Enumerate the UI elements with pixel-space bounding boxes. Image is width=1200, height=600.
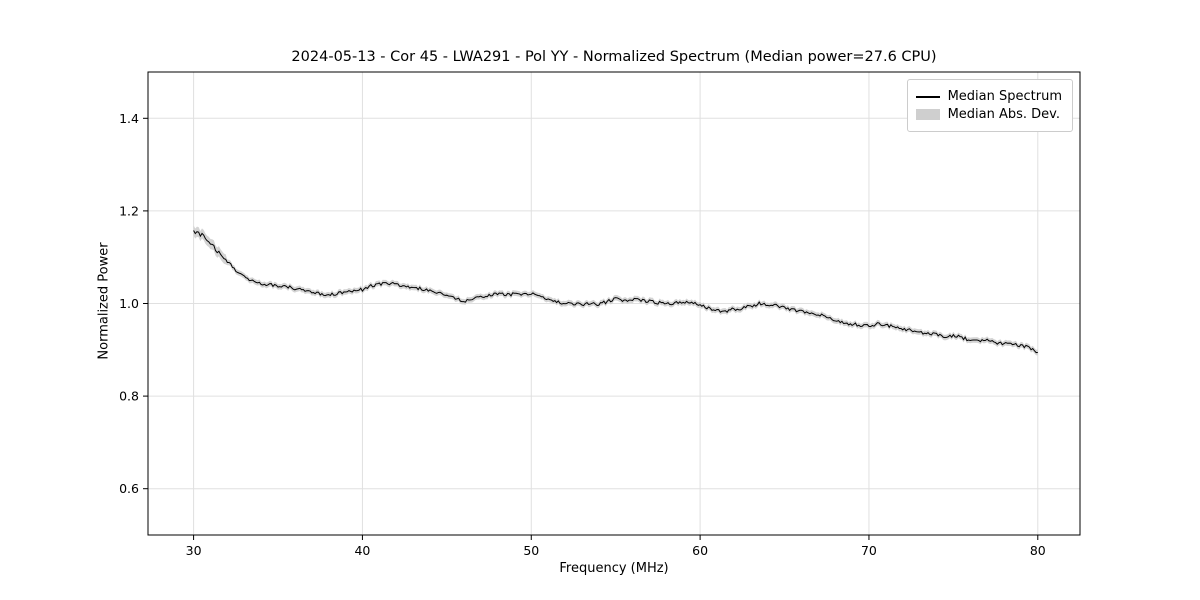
- mad-band: [193, 225, 1038, 356]
- legend-entry-median-spectrum: Median Spectrum: [915, 89, 1062, 104]
- legend: Median Spectrum Median Abs. Dev.: [906, 79, 1073, 132]
- legend-line-swatch-icon: [915, 95, 940, 98]
- y-axis-label: Normalized Power: [96, 242, 112, 360]
- y-tick-label: 1.2: [119, 203, 139, 218]
- y-tick-label: 1.0: [119, 296, 139, 311]
- legend-label-median-abs-dev: Median Abs. Dev.: [947, 107, 1061, 122]
- x-axis-label: Frequency (MHz): [559, 561, 669, 576]
- y-tick-label: 0.8: [119, 389, 139, 404]
- median-spectrum-line: [193, 230, 1038, 354]
- x-tick-label: 50: [523, 543, 539, 558]
- x-tick-label: 60: [692, 543, 708, 558]
- chart-title: 2024-05-13 - Cor 45 - LWA291 - Pol YY - …: [291, 49, 937, 65]
- x-tick-label: 30: [186, 543, 202, 558]
- y-tick-label: 0.6: [119, 481, 139, 496]
- x-tick-label: 80: [1030, 543, 1046, 558]
- y-tick-label: 1.4: [119, 111, 139, 126]
- x-tick-label: 40: [354, 543, 370, 558]
- legend-entry-median-abs-dev: Median Abs. Dev.: [915, 107, 1062, 122]
- x-tick-label: 70: [861, 543, 877, 558]
- legend-label-median-spectrum: Median Spectrum: [947, 89, 1062, 104]
- legend-patch-swatch-icon: [915, 109, 940, 120]
